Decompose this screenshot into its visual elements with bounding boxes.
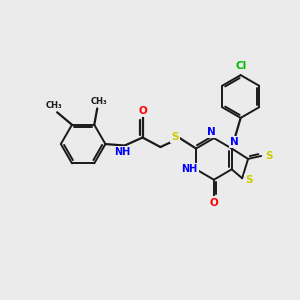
Text: Cl: Cl [235, 61, 246, 71]
Text: O: O [138, 106, 147, 116]
Text: O: O [209, 198, 218, 208]
Text: CH₃: CH₃ [90, 98, 107, 106]
Text: S: S [172, 132, 179, 142]
Text: NH: NH [182, 164, 198, 174]
Text: S: S [265, 151, 273, 161]
Text: N: N [230, 137, 239, 147]
Text: N: N [207, 127, 215, 136]
Text: CH₃: CH₃ [46, 101, 62, 110]
Text: S: S [245, 175, 252, 185]
Text: NH: NH [114, 147, 130, 157]
